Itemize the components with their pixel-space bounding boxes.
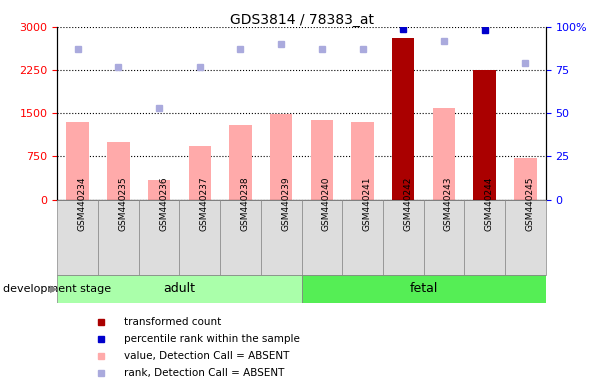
Bar [473, 70, 496, 200]
Text: GSM440240: GSM440240 [322, 176, 331, 231]
Bar [57, 200, 98, 275]
Bar [302, 200, 343, 275]
Text: GSM440243: GSM440243 [444, 176, 453, 231]
Bar [514, 158, 537, 200]
Bar [189, 146, 211, 200]
Text: GSM440238: GSM440238 [241, 176, 250, 231]
Text: GSM440236: GSM440236 [159, 176, 168, 231]
Text: adult: adult [163, 283, 195, 295]
Text: rank, Detection Call = ABSENT: rank, Detection Call = ABSENT [124, 368, 284, 379]
Text: GDS3814 / 78383_at: GDS3814 / 78383_at [230, 13, 373, 27]
Bar [423, 200, 464, 275]
Bar [98, 200, 139, 275]
Bar [220, 200, 261, 275]
Bar [148, 180, 170, 200]
Bar [229, 125, 251, 200]
Text: GSM440237: GSM440237 [200, 176, 209, 231]
Text: GSM440234: GSM440234 [78, 176, 87, 231]
Bar [57, 275, 302, 303]
Text: GSM440242: GSM440242 [403, 176, 412, 231]
Bar [383, 200, 423, 275]
Bar [261, 200, 302, 275]
Bar [180, 200, 220, 275]
Text: ▶: ▶ [50, 284, 57, 294]
Bar [270, 114, 292, 200]
Text: value, Detection Call = ABSENT: value, Detection Call = ABSENT [124, 351, 289, 361]
Text: percentile rank within the sample: percentile rank within the sample [124, 334, 300, 344]
Text: development stage: development stage [3, 284, 111, 294]
Bar [352, 122, 374, 200]
Bar [107, 142, 130, 200]
Bar [302, 275, 546, 303]
Text: GSM440239: GSM440239 [281, 176, 290, 231]
Text: GSM440244: GSM440244 [485, 176, 494, 231]
Bar [343, 200, 383, 275]
Bar [139, 200, 180, 275]
Bar [464, 200, 505, 275]
Text: fetal: fetal [409, 283, 438, 295]
Text: GSM440241: GSM440241 [362, 176, 371, 231]
Bar [505, 200, 546, 275]
Bar [433, 108, 455, 200]
Text: GSM440235: GSM440235 [118, 176, 127, 231]
Text: transformed count: transformed count [124, 316, 221, 327]
Text: GSM440245: GSM440245 [525, 176, 534, 231]
Bar [311, 120, 333, 200]
Bar [392, 38, 414, 200]
Bar [66, 122, 89, 200]
